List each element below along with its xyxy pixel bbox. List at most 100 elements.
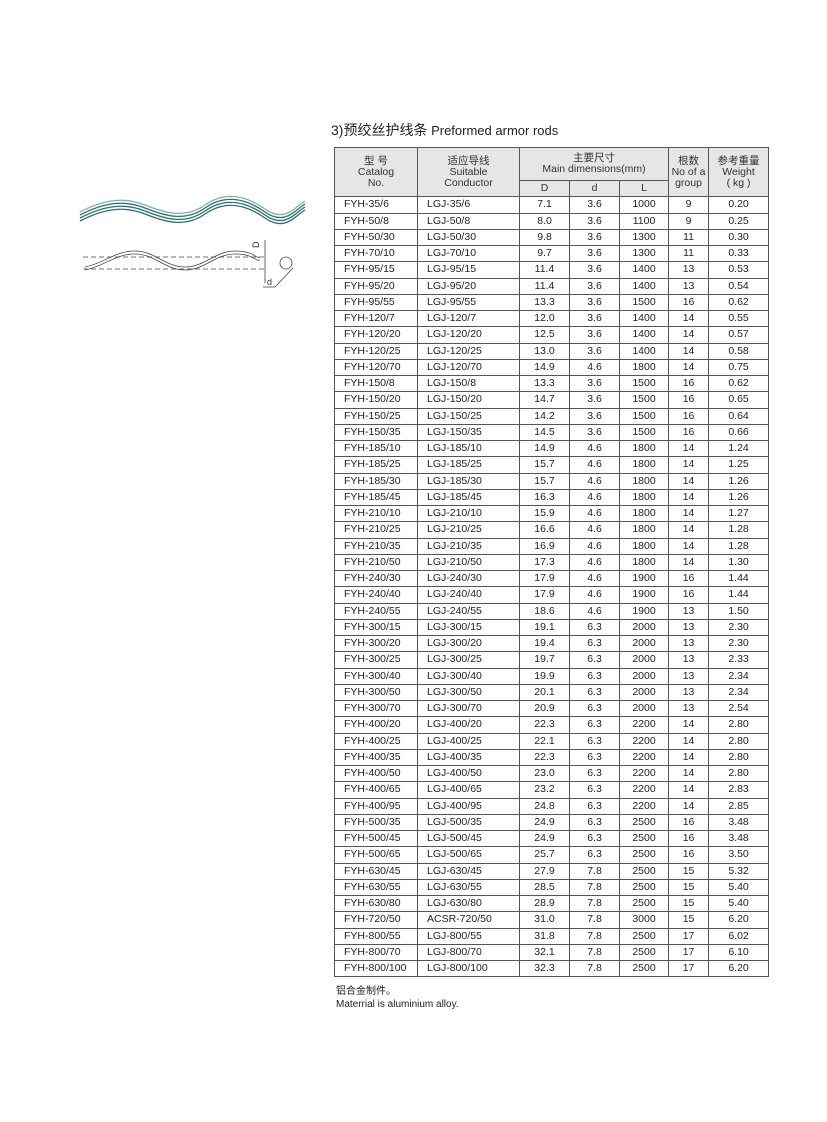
cell-count: 9 xyxy=(668,196,710,214)
cell-conductor: LGJ-185/30 xyxy=(417,472,520,490)
cell-conductor: LGJ-210/35 xyxy=(417,537,520,555)
table-row: FYH-400/50 LGJ-400/50 23.0 6.3 2200 14 2.80 xyxy=(334,764,770,783)
header-count: 根数 No of a group xyxy=(668,146,710,198)
cell-weight: 2.85 xyxy=(708,797,770,815)
cell-count: 14 xyxy=(668,488,710,507)
cell-conductor: LGJ-185/45 xyxy=(417,488,520,507)
cell-D: 17.3 xyxy=(519,553,570,572)
cell-d: 3.6 xyxy=(569,196,620,214)
cell-conductor: LGJ-400/95 xyxy=(417,797,520,815)
table-row: FYH-300/70 LGJ-300/70 20.9 6.3 2000 13 2.54 xyxy=(334,699,770,718)
cell-D: 14.5 xyxy=(519,423,570,442)
cell-catalog: FYH-210/25 xyxy=(334,521,418,539)
cell-conductor: LGJ-400/20 xyxy=(417,716,520,734)
cell-count: 16 xyxy=(668,829,710,848)
cell-d: 6.3 xyxy=(569,829,620,848)
cell-D: 12.0 xyxy=(519,309,570,328)
cell-L: 2500 xyxy=(618,927,670,945)
cell-catalog: FYH-50/8 xyxy=(334,212,418,230)
table-row: FYH-50/30 LGJ-50/30 9.8 3.6 1300 11 0.30 xyxy=(334,228,770,247)
cell-d: 6.3 xyxy=(569,764,620,783)
cell-D: 27.9 xyxy=(519,862,570,880)
cell-count: 15 xyxy=(668,878,710,897)
cell-catalog: FYH-400/65 xyxy=(334,781,418,799)
cell-D: 11.4 xyxy=(519,277,570,295)
cell-D: 23.2 xyxy=(519,781,570,799)
cell-catalog: FYH-70/10 xyxy=(334,244,418,263)
specs-table: 型 号 Catalog No. 适应导线 Suitable Conductor 主要尺寸… xyxy=(334,146,770,978)
cell-L: 2200 xyxy=(618,797,670,815)
cell-d: 4.6 xyxy=(569,456,620,474)
cell-D: 8.0 xyxy=(519,212,570,230)
cell-weight: 1.27 xyxy=(708,504,770,523)
cell-L: 1400 xyxy=(618,309,670,328)
cell-weight: 1.30 xyxy=(708,553,770,572)
cell-d: 3.6 xyxy=(569,293,620,312)
cell-conductor: LGJ-300/20 xyxy=(417,634,520,653)
table-row: FYH-300/50 LGJ-300/50 20.1 6.3 2000 13 2.34 xyxy=(334,683,770,702)
cell-count: 16 xyxy=(668,374,710,393)
cell-L: 1800 xyxy=(618,456,670,474)
cell-d: 4.6 xyxy=(569,569,620,588)
cell-d: 6.3 xyxy=(569,634,620,653)
cell-conductor: LGJ-120/70 xyxy=(417,358,520,377)
table-row: FYH-400/95 LGJ-400/95 24.8 6.3 2200 14 2.85 xyxy=(334,797,770,815)
cell-count: 14 xyxy=(668,553,710,572)
cell-conductor: LGJ-300/15 xyxy=(417,618,520,637)
cell-conductor: LGJ-210/50 xyxy=(417,553,520,572)
cell-catalog: FYH-210/50 xyxy=(334,553,418,572)
cell-conductor: LGJ-630/45 xyxy=(417,862,520,880)
cell-catalog: FYH-120/20 xyxy=(334,326,418,344)
cell-weight: 1.28 xyxy=(708,521,770,539)
cell-conductor: LGJ-400/25 xyxy=(417,732,520,750)
cell-weight: 6.02 xyxy=(708,927,770,945)
cell-L: 1100 xyxy=(618,212,670,230)
title-en: Preformed armor rods xyxy=(431,123,559,138)
cell-D: 22.1 xyxy=(519,732,570,750)
cell-catalog: FYH-95/20 xyxy=(334,277,418,295)
cell-count: 14 xyxy=(668,764,710,783)
table-row: FYH-400/65 LGJ-400/65 23.2 6.3 2200 14 2.83 xyxy=(334,781,770,799)
cell-count: 14 xyxy=(668,716,710,734)
cell-d: 3.6 xyxy=(569,391,620,409)
cell-d: 4.6 xyxy=(569,553,620,572)
cell-weight: 2.33 xyxy=(708,651,770,669)
cell-conductor: LGJ-120/7 xyxy=(417,309,520,328)
cell-catalog: FYH-120/7 xyxy=(334,309,418,328)
cell-weight: 2.34 xyxy=(708,683,770,702)
cell-D: 7.1 xyxy=(519,196,570,214)
cell-catalog: FYH-800/70 xyxy=(334,943,418,962)
cell-L: 1800 xyxy=(618,537,670,555)
cell-conductor: LGJ-50/30 xyxy=(417,228,520,247)
cell-weight: 0.62 xyxy=(708,374,770,393)
cell-D: 20.9 xyxy=(519,699,570,718)
table-row: FYH-150/25 LGJ-150/25 14.2 3.6 1500 16 0.64 xyxy=(334,407,770,425)
label-D: D xyxy=(251,241,261,248)
cell-catalog: FYH-500/65 xyxy=(334,846,418,864)
cell-L: 2000 xyxy=(618,667,670,685)
cell-D: 16.9 xyxy=(519,537,570,555)
cell-L: 1400 xyxy=(618,342,670,360)
table-row: FYH-240/55 LGJ-240/55 18.6 4.6 1900 13 1.50 xyxy=(334,602,770,620)
cell-D: 28.5 xyxy=(519,878,570,897)
cell-D: 9.7 xyxy=(519,244,570,263)
cell-conductor: LGJ-240/55 xyxy=(417,602,520,620)
cell-weight: 2.34 xyxy=(708,667,770,685)
cell-conductor: LGJ-400/35 xyxy=(417,748,520,767)
cell-d: 7.8 xyxy=(569,894,620,913)
cell-catalog: FYH-210/35 xyxy=(334,537,418,555)
cell-count: 14 xyxy=(668,732,710,750)
cell-L: 2000 xyxy=(618,699,670,718)
cell-catalog: FYH-720/50 xyxy=(334,911,418,929)
cell-D: 28.9 xyxy=(519,894,570,913)
cell-count: 13 xyxy=(668,651,710,669)
cell-conductor: LGJ-150/20 xyxy=(417,391,520,409)
cell-D: 15.9 xyxy=(519,504,570,523)
cell-catalog: FYH-120/25 xyxy=(334,342,418,360)
cell-catalog: FYH-150/35 xyxy=(334,423,418,442)
cell-L: 2500 xyxy=(618,878,670,897)
cell-conductor: LGJ-120/20 xyxy=(417,326,520,344)
cell-d: 3.6 xyxy=(569,228,620,247)
table-row: FYH-185/30 LGJ-185/30 15.7 4.6 1800 14 1.26 xyxy=(334,472,770,490)
cell-count: 16 xyxy=(668,391,710,409)
